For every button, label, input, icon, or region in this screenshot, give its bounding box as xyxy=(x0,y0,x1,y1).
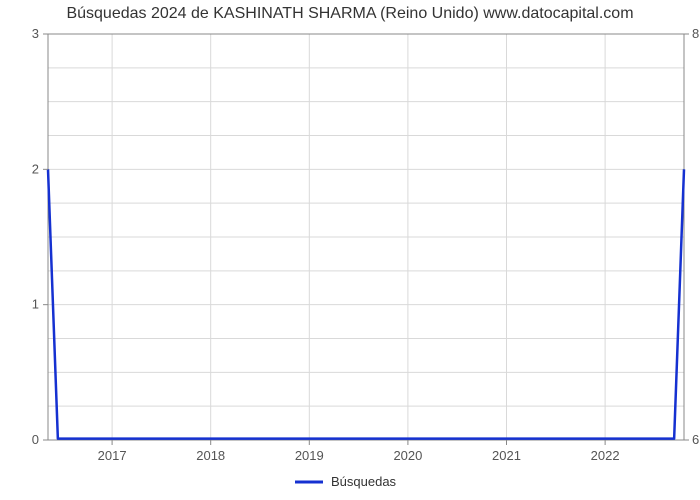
ytick-right-label: 8 xyxy=(692,26,699,41)
xtick-label: 2017 xyxy=(98,448,127,463)
ytick-left-label: 0 xyxy=(32,432,39,447)
legend-label: Búsquedas xyxy=(331,474,397,489)
chart-bg xyxy=(0,0,700,500)
xtick-label: 2020 xyxy=(393,448,422,463)
ytick-right-label: 6 xyxy=(692,432,699,447)
chart-svg: Búsquedas 2024 de KASHINATH SHARMA (Rein… xyxy=(0,0,700,500)
xtick-label: 2022 xyxy=(591,448,620,463)
chart-title: Búsquedas 2024 de KASHINATH SHARMA (Rein… xyxy=(66,5,633,22)
ytick-left-label: 2 xyxy=(32,161,39,176)
xtick-label: 2019 xyxy=(295,448,324,463)
xtick-label: 2018 xyxy=(196,448,225,463)
ytick-left-label: 1 xyxy=(32,297,39,312)
chart-container: Búsquedas 2024 de KASHINATH SHARMA (Rein… xyxy=(0,0,700,500)
xtick-label: 2021 xyxy=(492,448,521,463)
ytick-left-label: 3 xyxy=(32,26,39,41)
